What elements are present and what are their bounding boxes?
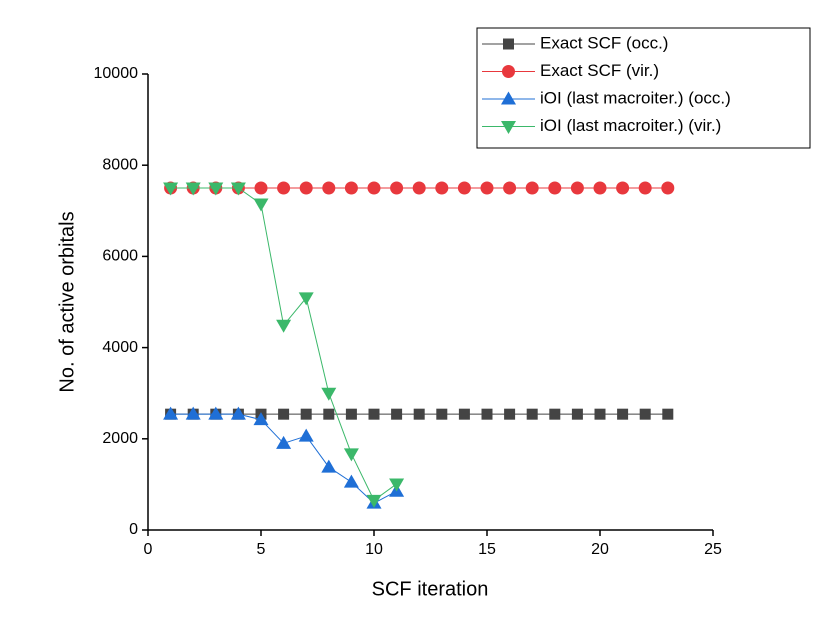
legend-marker [502,65,515,78]
y-tick-label: 8000 [102,156,138,173]
marker [321,459,337,473]
marker [321,387,337,401]
marker [548,181,562,195]
y-tick-label: 4000 [102,339,138,356]
marker [345,408,357,420]
series-line [170,187,397,502]
marker [571,408,583,420]
marker [639,408,651,420]
marker [457,181,471,195]
marker [367,181,381,195]
marker [481,408,493,420]
legend-marker [503,38,514,50]
marker [276,435,292,449]
legend-box [476,27,811,149]
legend-label: iOI (last macroiter.) (vir.) [540,116,721,135]
marker [570,181,584,195]
marker [299,181,313,195]
marker [662,408,674,420]
marker [322,181,336,195]
legend-marker [501,91,516,105]
marker [389,478,405,492]
marker [298,428,314,442]
marker [343,474,359,488]
marker [253,412,269,426]
marker [525,181,539,195]
marker [208,406,224,420]
marker [412,181,426,195]
marker [458,408,470,420]
marker [413,408,425,420]
marker [208,182,224,196]
series-line [170,413,397,504]
marker [391,408,403,420]
marker [593,181,607,195]
marker [661,181,675,195]
marker [300,408,312,420]
marker [480,181,494,195]
marker [436,408,448,420]
legend-label: Exact SCF (vir.) [540,61,659,80]
marker [594,408,606,420]
x-tick-label: 10 [365,541,383,558]
marker [435,181,449,195]
marker [503,181,517,195]
marker [253,198,269,212]
marker [163,406,179,420]
marker [278,408,290,420]
marker [617,408,629,420]
marker [344,181,358,195]
marker [526,408,538,420]
x-axis-title: SCF iteration [372,578,489,600]
marker [390,181,404,195]
y-tick-label: 2000 [102,430,138,447]
legend-label: Exact SCF (occ.) [540,33,668,52]
marker [298,292,314,306]
marker [549,408,561,420]
marker [368,408,380,420]
x-tick-label: 5 [257,541,266,558]
y-tick-label: 0 [129,521,138,538]
marker [163,182,179,196]
x-tick-label: 20 [591,541,609,558]
y-axis-title: No. of active orbitals [56,211,78,392]
x-tick-label: 25 [704,541,722,558]
marker [185,182,201,196]
marker [277,181,291,195]
x-tick-label: 15 [478,541,496,558]
marker [616,181,630,195]
marker [254,181,268,195]
marker [343,448,359,462]
marker [185,406,201,420]
y-tick-label: 6000 [102,248,138,265]
marker [323,408,335,420]
x-tick-label: 0 [144,541,153,558]
marker [230,406,246,420]
marker [366,494,382,508]
legend-label: iOI (last macroiter.) (occ.) [540,88,731,107]
legend-marker [501,121,516,134]
y-tick-label: 10000 [94,65,139,82]
marker [638,181,652,195]
marker [276,319,292,333]
marker [230,182,246,196]
marker [504,408,516,420]
